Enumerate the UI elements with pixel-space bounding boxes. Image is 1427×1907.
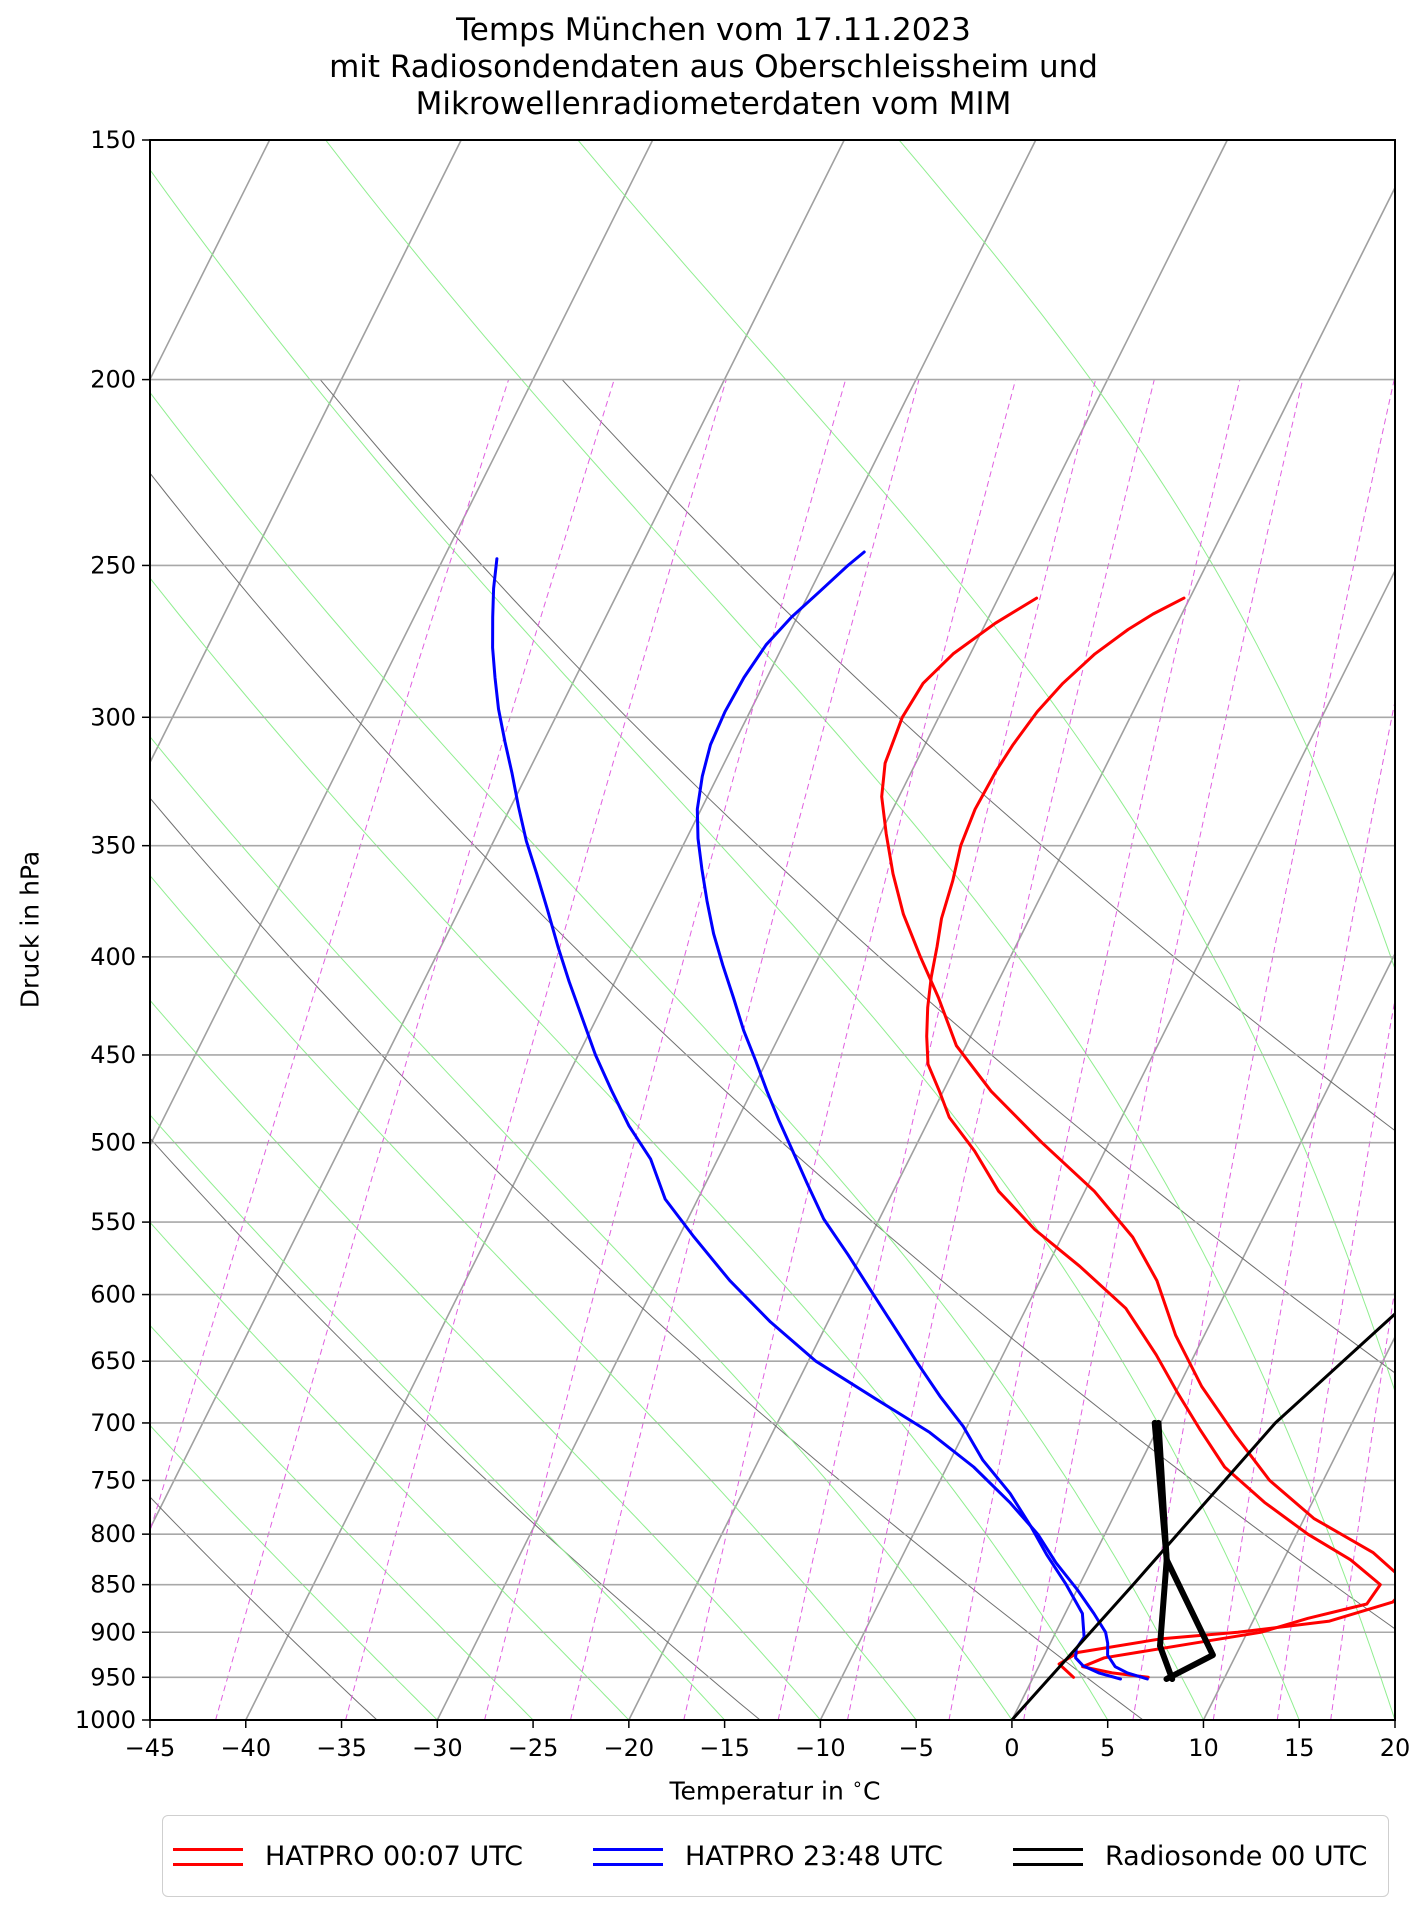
x-tick-label: −40: [220, 1734, 271, 1762]
legend-swatch-hatpro-0007: [173, 1841, 243, 1871]
isotherm-line: [245, 140, 1037, 1720]
mixing-ratio-line: [570, 379, 920, 1720]
series-line-hatpro-23-48-utc-dewpoint: [695, 550, 1122, 1681]
x-tick-label: −45: [125, 1734, 176, 1762]
x-axis-ticks: −45 −40 −35 −30 −25 −20 −15 −10 −5 0 5 10 15 20: [125, 1720, 1411, 1762]
dry-adiabat-line: [561, 379, 1395, 1132]
moist-adiabat-line: [150, 1324, 534, 1720]
legend-swatch-hatpro-2348: [593, 1841, 663, 1871]
moist-adiabat-line: [150, 391, 1204, 1720]
x-tick-label: 5: [1100, 1734, 1115, 1762]
y-tick-label: 500: [90, 1129, 136, 1157]
moist-adiabat-line: [150, 1424, 438, 1720]
x-tick-label: 15: [1284, 1734, 1315, 1762]
moist-adiabat-line: [150, 735, 1013, 1720]
x-tick-label: −35: [316, 1734, 367, 1762]
y-tick-label: 350: [90, 832, 136, 860]
legend-swatch-radiosonde: [1013, 1841, 1083, 1871]
x-tick-label: 10: [1188, 1734, 1219, 1762]
x-tick-label: 20: [1380, 1734, 1411, 1762]
mixing-ratio-line: [484, 379, 847, 1720]
moist-adiabat-line: [325, 140, 1395, 1720]
legend-swatch-line: [173, 1863, 243, 1866]
y-tick-label: 300: [90, 703, 136, 731]
mixing-ratio-line: [683, 379, 1017, 1720]
isotherm-line: [819, 568, 1395, 1720]
isotherm-line: [1011, 952, 1395, 1720]
y-tick-label: 950: [90, 1663, 136, 1691]
legend-swatch-line: [1013, 1848, 1083, 1851]
chart-title: Temps München vom 17.11.2023 mit Radioso…: [0, 12, 1427, 123]
isotherm-line: [1202, 1335, 1395, 1720]
x-tick-label: −15: [699, 1734, 750, 1762]
y-tick-label: 250: [90, 551, 136, 579]
legend-item-hatpro-0007: HATPRO 00:07 UTC: [173, 1836, 523, 1876]
legend: HATPRO 00:07 UTC HATPRO 23:48 UTC Radios…: [162, 1815, 1389, 1897]
x-tick-label: −25: [508, 1734, 559, 1762]
y-tick-label: 700: [90, 1409, 136, 1437]
legend-label-radiosonde: Radiosonde 00 UTC: [1105, 1840, 1368, 1872]
y-tick-label: 750: [90, 1466, 136, 1494]
moist-adiabat-line: [150, 168, 1300, 1720]
series-line-hatpro-00-07-utc-dewpoint: [925, 596, 1382, 1679]
legend-swatch-line: [593, 1863, 663, 1866]
chart-title-line-3: Mikrowellenradiometerdaten vom MIM: [415, 86, 1012, 122]
legend-label-hatpro-0007: HATPRO 00:07 UTC: [265, 1840, 523, 1872]
y-tick-label: 450: [90, 1041, 136, 1069]
y-tick-label: 850: [90, 1571, 136, 1599]
plot-background: [150, 140, 1395, 1720]
moist-adiabat-line: [150, 1221, 630, 1720]
isotherm-line: [628, 185, 1395, 1720]
y-axis-ticks: 150 200 250 300 350 400 450 500 550 600 650 700 750 8…: [75, 126, 150, 1734]
series-line-radiosonde-00-utc-dewpoint: [1155, 1419, 1176, 1682]
series-line-hatpro-23-48-utc-temperature: [491, 557, 1149, 1681]
y-tick-label: 550: [90, 1208, 136, 1236]
series-line-hatpro-00-07-utc-temperature: [880, 596, 1395, 1679]
isotherm-line: [150, 140, 654, 1148]
legend-swatch-line: [173, 1848, 243, 1851]
y-tick-label: 900: [90, 1618, 136, 1646]
y-tick-label: 800: [90, 1520, 136, 1548]
dry-adiabat-line: [150, 1496, 378, 1720]
moist-adiabat-line: [150, 999, 821, 1720]
series-line-radiosonde-00-utc-parcel: [1010, 1311, 1395, 1720]
x-tick-label: 0: [1004, 1734, 1019, 1762]
moist-adiabat-line: [898, 140, 1395, 971]
x-axis-label: Temperatur in ∘C: [669, 1774, 881, 1806]
y-tick-label: 600: [90, 1281, 136, 1309]
chart-title-line-2: mit Radiosondendaten aus Oberschleisshei…: [329, 49, 1098, 85]
y-axis-label: Druck in hPa: [15, 850, 45, 1009]
x-tick-label: −20: [604, 1734, 655, 1762]
y-tick-label: 650: [90, 1347, 136, 1375]
x-tick-label: −10: [795, 1734, 846, 1762]
isotherm-line: [436, 140, 1229, 1720]
legend-label-hatpro-2348: HATPRO 23:48 UTC: [685, 1840, 943, 1872]
moist-adiabat-line: [577, 140, 1395, 1394]
x-tick-label: −5: [898, 1734, 933, 1762]
plot-frame: [149, 139, 1396, 1721]
chart-title-line-1: Temps München vom 17.11.2023: [456, 12, 971, 48]
data-series: [491, 550, 1395, 1720]
mixing-ratio-line: [1417, 380, 1427, 1720]
y-tick-label: 1000: [75, 1706, 136, 1734]
legend-item-hatpro-2348: HATPRO 23:48 UTC: [593, 1836, 943, 1876]
moist-adiabat-line: [150, 874, 917, 1720]
y-tick-label: 400: [90, 943, 136, 971]
isotherm-line: [1394, 1718, 1395, 1720]
legend-item-radiosonde: Radiosonde 00 UTC: [1013, 1836, 1367, 1876]
degree-sign: ∘: [851, 1774, 864, 1795]
legend-swatch-line: [593, 1848, 663, 1851]
moist-adiabat-line: [150, 1114, 725, 1720]
y-tick-label: 150: [90, 126, 136, 154]
y-tick-label: 200: [90, 366, 136, 394]
isotherm-line: [150, 140, 845, 1531]
x-tick-label: −30: [412, 1734, 463, 1762]
moist-adiabat-line: [150, 577, 1109, 1720]
legend-swatch-line: [1013, 1863, 1083, 1866]
